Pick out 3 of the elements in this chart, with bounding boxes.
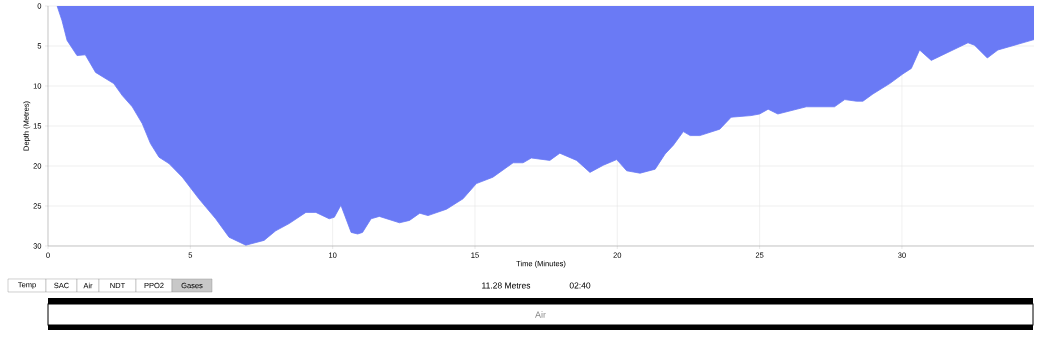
text: 11.28 Metres [482,282,531,289]
text: Air [535,311,546,318]
text: 02:40 [569,282,591,289]
